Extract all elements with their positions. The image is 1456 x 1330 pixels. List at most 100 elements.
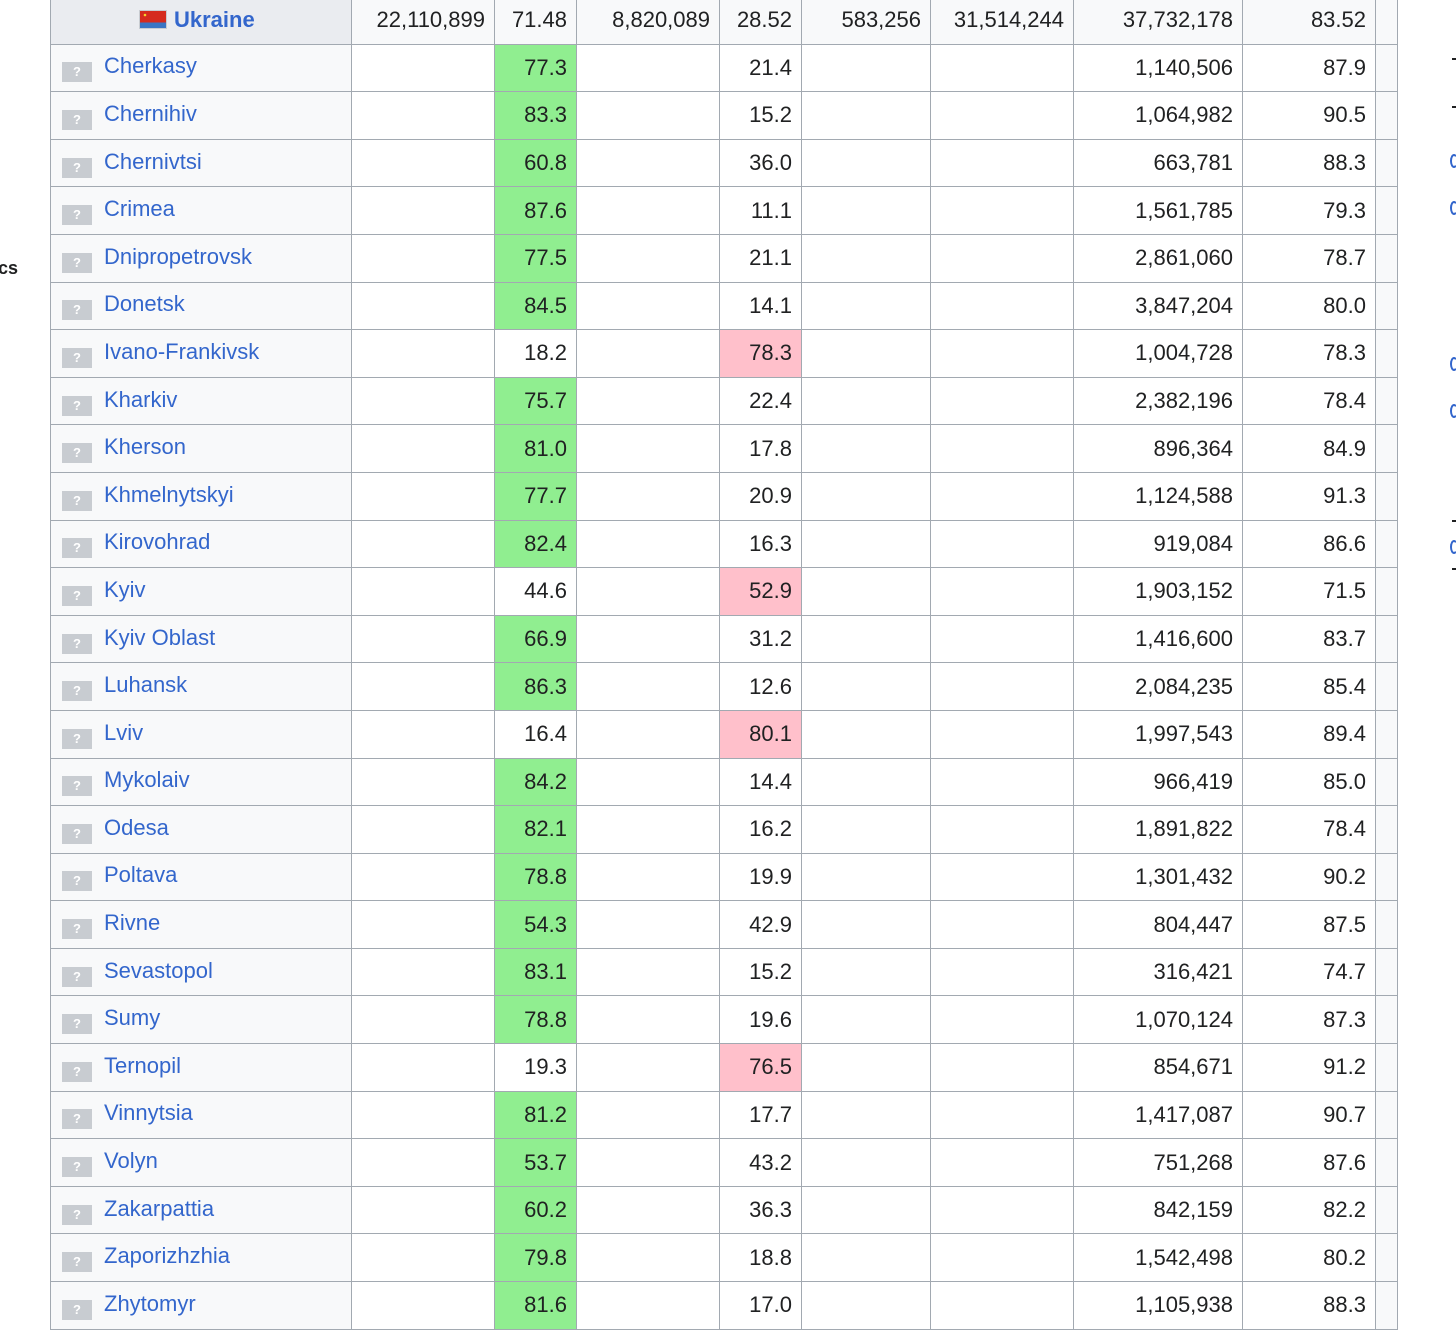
table-row: ? Ivano-Frankivsk 18.2 78.3 1,004,728 78.… bbox=[50, 329, 1398, 378]
no-percent-cell: 19.9 bbox=[719, 852, 802, 902]
region-link[interactable]: Donetsk bbox=[104, 291, 185, 317]
no-votes-cell bbox=[576, 186, 720, 235]
total-votes-cell bbox=[930, 614, 1074, 664]
yes-votes-cell bbox=[351, 329, 495, 378]
edge-cell bbox=[1375, 614, 1398, 664]
yes-percent-cell: 18.2 bbox=[494, 329, 577, 378]
region-link[interactable]: Crimea bbox=[104, 196, 175, 222]
yes-votes-cell bbox=[351, 138, 495, 188]
region-link[interactable]: Zaporizhzhia bbox=[104, 1243, 230, 1269]
total-votes-cell bbox=[930, 662, 1074, 711]
total-votes-cell bbox=[930, 995, 1074, 1045]
table-row: ? Vinnytsia 81.2 17.7 1,417,087 90.7 bbox=[50, 1090, 1398, 1140]
region-link[interactable]: Odesa bbox=[104, 814, 169, 840]
region-link[interactable]: Kirovohrad bbox=[104, 529, 211, 555]
turnout-cell: 78.3 bbox=[1242, 329, 1376, 378]
yes-percent-cell: 82.1 bbox=[494, 805, 577, 854]
turnout-cell: 78.4 bbox=[1242, 376, 1376, 426]
table-row: ? Zaporizhzhia 79.8 18.8 1,542,498 80.2 bbox=[50, 1233, 1398, 1283]
total-votes-cell bbox=[930, 805, 1074, 854]
region-link[interactable]: Dnipropetrovsk bbox=[104, 243, 252, 269]
yes-percent-cell: 81.0 bbox=[494, 424, 577, 473]
yes-percent-cell: 84.5 bbox=[494, 281, 577, 331]
region-link[interactable]: Kyiv Oblast bbox=[104, 624, 216, 650]
missing-flag-placeholder-icon: ? bbox=[62, 633, 92, 654]
turnout-cell: 87.9 bbox=[1242, 43, 1376, 93]
invalid-votes-cell bbox=[801, 281, 931, 331]
region-link[interactable]: Kyiv bbox=[104, 576, 146, 602]
total-votes-cell bbox=[930, 1185, 1074, 1235]
missing-flag-placeholder-icon: ? bbox=[62, 823, 92, 844]
no-percent-cell: 52.9 bbox=[719, 567, 802, 616]
region-link[interactable]: Chernivtsi bbox=[104, 148, 202, 174]
electorate-cell: 2,382,196 bbox=[1073, 376, 1243, 426]
total-votes-cell bbox=[930, 900, 1074, 949]
region-link[interactable]: Kharkiv bbox=[104, 386, 178, 412]
electorate-cell: 2,861,060 bbox=[1073, 233, 1243, 283]
region-link[interactable]: Sumy bbox=[104, 1005, 161, 1031]
no-percent-cell: 36.3 bbox=[719, 1185, 802, 1235]
region-link[interactable]: Khmelnytskyi bbox=[104, 481, 234, 507]
total-votes-cell: 31,514,244 bbox=[930, 0, 1074, 45]
region-link[interactable]: Zakarpattia bbox=[104, 1195, 215, 1221]
region-link[interactable]: Kherson bbox=[104, 434, 186, 460]
yes-percent-cell: 16.4 bbox=[494, 709, 577, 759]
total-votes-cell bbox=[930, 91, 1074, 140]
no-votes-cell bbox=[576, 757, 720, 807]
missing-flag-placeholder-icon: ? bbox=[62, 443, 92, 464]
edge-cell bbox=[1375, 138, 1398, 188]
region-link[interactable]: Rivne bbox=[104, 910, 161, 936]
missing-flag-placeholder-icon: ? bbox=[62, 490, 92, 511]
missing-flag-placeholder-icon: ? bbox=[62, 157, 92, 178]
no-votes-cell bbox=[576, 1138, 720, 1187]
region-link[interactable]: Mykolaiv bbox=[104, 767, 190, 793]
region-link[interactable]: Vinnytsia bbox=[104, 1100, 193, 1126]
region-link[interactable]: Zhytomyr bbox=[104, 1290, 196, 1316]
electorate-cell: 1,140,506 bbox=[1073, 43, 1243, 93]
yes-percent-cell: 71.48 bbox=[494, 0, 577, 45]
electorate-cell: 919,084 bbox=[1073, 519, 1243, 569]
region-link[interactable]: Ternopil bbox=[104, 1052, 182, 1078]
edge-cell bbox=[1375, 329, 1398, 378]
edge-cell bbox=[1375, 0, 1398, 45]
edge-dash bbox=[1452, 568, 1456, 570]
yes-votes-cell bbox=[351, 376, 495, 426]
total-votes-cell bbox=[930, 138, 1074, 188]
missing-flag-placeholder-icon: ? bbox=[62, 1252, 92, 1273]
missing-flag-placeholder-icon: ? bbox=[62, 681, 92, 702]
invalid-votes-cell bbox=[801, 1043, 931, 1092]
turnout-cell: 78.7 bbox=[1242, 233, 1376, 283]
region-link[interactable]: Poltava bbox=[104, 862, 178, 888]
region-name-cell: ? Khmelnytskyi bbox=[50, 471, 352, 521]
no-votes-cell bbox=[576, 471, 720, 521]
edge-link-fragment bbox=[1450, 404, 1456, 418]
missing-flag-placeholder-icon: ? bbox=[62, 62, 92, 83]
electorate-cell: 1,301,432 bbox=[1073, 852, 1243, 902]
region-link[interactable]: Sevastopol bbox=[104, 957, 213, 983]
region-link[interactable]: Volyn bbox=[104, 1148, 158, 1174]
region-link[interactable]: Chernihiv bbox=[104, 100, 197, 126]
region-link[interactable]: Luhansk bbox=[104, 672, 188, 698]
electorate-cell: 842,159 bbox=[1073, 1185, 1243, 1235]
yes-votes-cell bbox=[351, 805, 495, 854]
no-percent-cell: 22.4 bbox=[719, 376, 802, 426]
yes-votes-cell: 22,110,899 bbox=[351, 0, 495, 45]
table-row: ? Sevastopol 83.1 15.2 316,421 74.7 bbox=[50, 947, 1398, 997]
total-link[interactable]: Ukraine bbox=[174, 7, 255, 33]
electorate-cell: 316,421 bbox=[1073, 947, 1243, 997]
table-row: ? Kherson 81.0 17.8 896,364 84.9 bbox=[50, 424, 1398, 473]
no-votes-cell bbox=[576, 614, 720, 664]
invalid-votes-cell bbox=[801, 662, 931, 711]
region-link[interactable]: Cherkasy bbox=[104, 53, 197, 79]
table-row: ? Odesa 82.1 16.2 1,891,822 78.4 bbox=[50, 805, 1398, 854]
table-row: ? Chernihiv 83.3 15.2 1,064,982 90.5 bbox=[50, 91, 1398, 140]
yes-percent-cell: 54.3 bbox=[494, 900, 577, 949]
no-votes-cell bbox=[576, 43, 720, 93]
electorate-cell: 1,416,600 bbox=[1073, 614, 1243, 664]
no-percent-cell: 20.9 bbox=[719, 471, 802, 521]
region-link[interactable]: Lviv bbox=[104, 719, 144, 745]
region-link[interactable]: Ivano-Frankivsk bbox=[104, 338, 260, 364]
turnout-cell: 91.2 bbox=[1242, 1043, 1376, 1092]
yes-percent-cell: 86.3 bbox=[494, 662, 577, 711]
edge-cell bbox=[1375, 1138, 1398, 1187]
